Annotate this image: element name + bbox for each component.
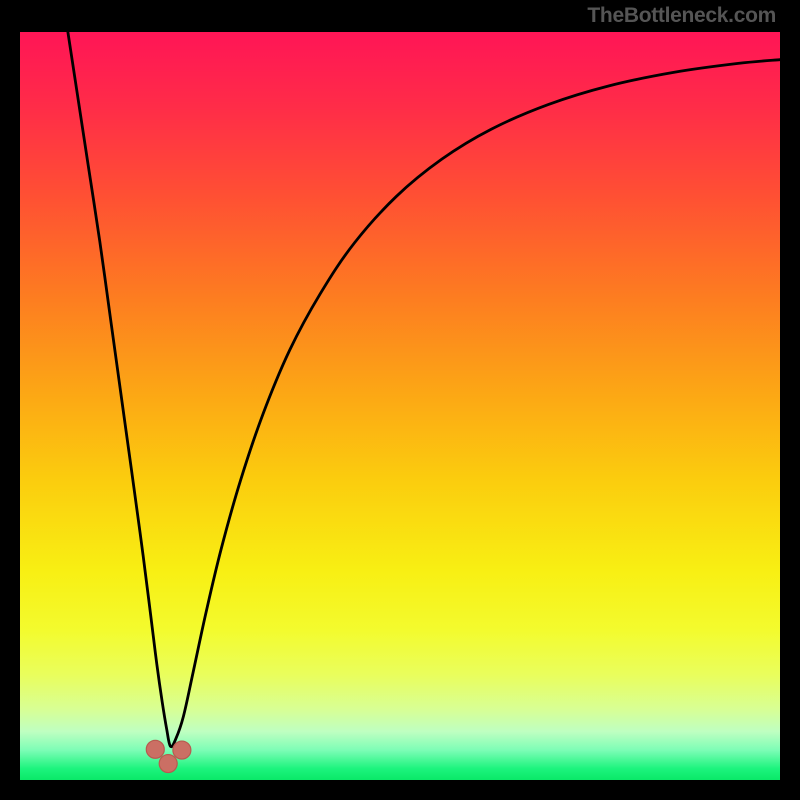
minimum-marker bbox=[146, 740, 164, 758]
attribution-text: TheBottleneck.com bbox=[587, 4, 776, 28]
bottleneck-curve bbox=[68, 32, 780, 747]
plot-area bbox=[20, 32, 780, 780]
minimum-marker bbox=[173, 741, 191, 759]
chart-container: TheBottleneck.com bbox=[0, 0, 800, 800]
curve-layer bbox=[20, 32, 780, 780]
minimum-marker bbox=[159, 755, 177, 773]
